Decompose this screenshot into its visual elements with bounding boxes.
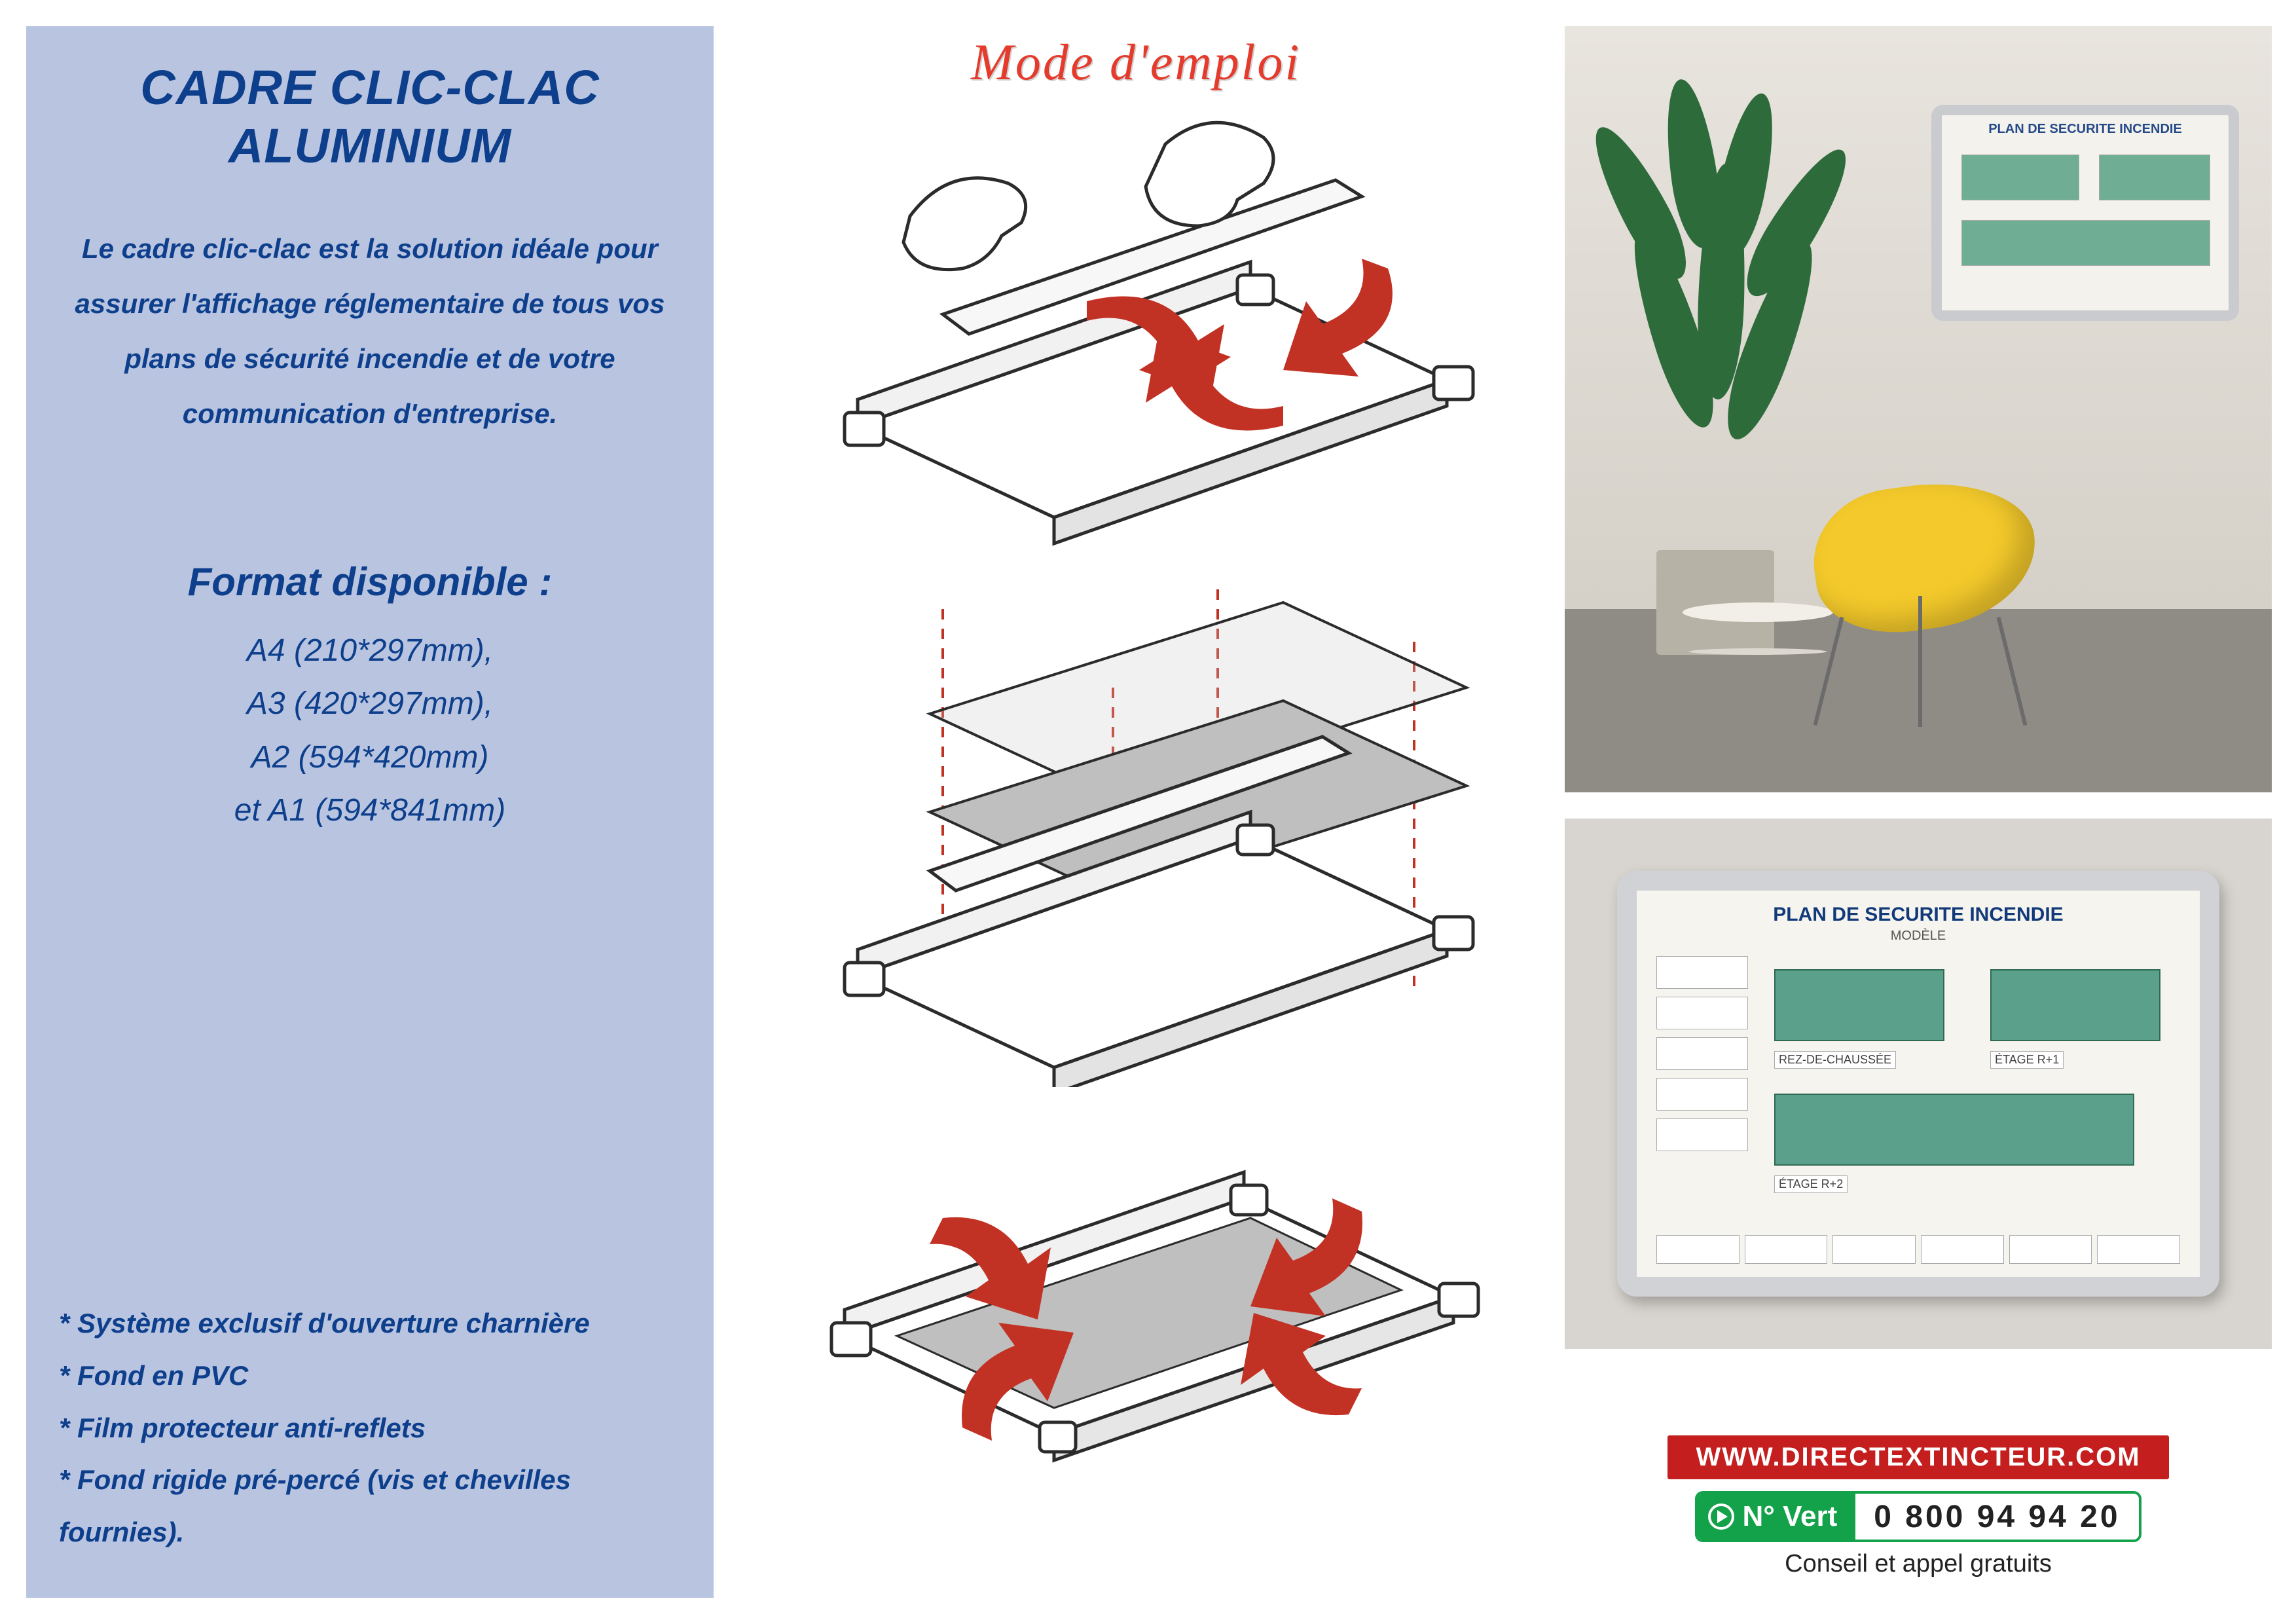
format-a3: A3 (420*297mm), — [59, 677, 681, 731]
feature-4: * Fond rigide pré-percé (vis et cheville… — [59, 1454, 687, 1559]
toll-free-label: N° Vert — [1742, 1500, 1837, 1533]
feature-2: * Fond en PVC — [59, 1350, 687, 1402]
center-column: Mode d'emploi — [746, 26, 1525, 1598]
formats-heading: Format disponible : — [59, 559, 681, 604]
contact-block: WWW.DIRECTEXTINCTEUR.COM N° Vert 0 800 9… — [1565, 1435, 2272, 1578]
legend-item — [1656, 1037, 1748, 1070]
plan-frame: PLAN DE SECURITE INCENDIE MODÈLE REZ-DE-… — [1617, 871, 2219, 1297]
legend-cell — [1921, 1235, 2004, 1264]
mini-plan-block — [1961, 220, 2210, 266]
diagram-step-2 — [746, 589, 1525, 1087]
mini-plan-block — [2099, 155, 2210, 200]
product-closeup-photo: PLAN DE SECURITE INCENDIE MODÈLE REZ-DE-… — [1565, 819, 2272, 1349]
plan-bottom-strip — [1656, 1235, 2180, 1264]
intro-text: Le cadre clic-clac est la solution idéal… — [59, 221, 681, 441]
legend-cell — [2097, 1235, 2180, 1264]
legend-cell — [2009, 1235, 2092, 1264]
play-icon — [1708, 1504, 1734, 1530]
ambiance-photo: PLAN DE SECURITE INCENDIE — [1565, 26, 2272, 792]
diagram-step-1 — [746, 118, 1525, 589]
legend-item — [1656, 1118, 1748, 1151]
plan-label-2: ÉTAGE R+2 — [1774, 1175, 1848, 1193]
right-column: PLAN DE SECURITE INCENDIE PLAN DE SECURI… — [1565, 26, 2272, 1598]
title-line-1: CADRE CLIC-CLAC — [140, 60, 600, 115]
legend-cell — [1656, 1235, 1740, 1264]
title-line-2: ALUMINIUM — [228, 119, 511, 173]
plan-block — [1990, 969, 2160, 1041]
instructions-heading: Mode d'emploi — [746, 33, 1525, 92]
plan-block — [1774, 1094, 2134, 1166]
toll-free-label-box: N° Vert — [1698, 1494, 1855, 1540]
feature-1: * Système exclusif d'ouverture charnière — [59, 1297, 687, 1350]
plan-label-0: REZ-DE-CHAUSSÉE — [1774, 1051, 1896, 1069]
website-bar: WWW.DIRECTEXTINCTEUR.COM — [1667, 1435, 2168, 1479]
legend-item — [1656, 997, 1748, 1029]
call-note: Conseil et appel gratuits — [1565, 1550, 2272, 1578]
plan-legend — [1656, 956, 1748, 1151]
legend-cell — [1745, 1235, 1828, 1264]
mini-plan-block — [1961, 155, 2079, 200]
legend-item — [1656, 1078, 1748, 1111]
wall-mounted-frame: PLAN DE SECURITE INCENDIE — [1931, 105, 2239, 321]
format-a4: A4 (210*297mm), — [59, 624, 681, 678]
phone-number: 0 800 94 94 20 — [1855, 1494, 2138, 1540]
features-list: * Système exclusif d'ouverture charnière… — [59, 1297, 687, 1559]
format-a1: et A1 (594*841mm) — [59, 784, 681, 838]
plan-block — [1774, 969, 1944, 1041]
yellow-chair — [1787, 458, 2062, 668]
plan-label-1: ÉTAGE R+1 — [1990, 1051, 2064, 1069]
mini-plan-title: PLAN DE SECURITE INCENDIE — [1942, 122, 2229, 137]
toll-free-bar: N° Vert 0 800 94 94 20 — [1695, 1491, 2141, 1542]
diagram-step-3 — [746, 1087, 1525, 1493]
plan-title: PLAN DE SECURITE INCENDIE — [1637, 904, 2200, 926]
left-panel: CADRE CLIC-CLAC ALUMINIUM Le cadre clic-… — [26, 26, 714, 1598]
chair-leg — [1918, 596, 1922, 727]
legend-item — [1656, 956, 1748, 989]
plan-subtitle: MODÈLE — [1637, 929, 2200, 944]
feature-3: * Film protecteur anti-reflets — [59, 1402, 687, 1454]
product-title: CADRE CLIC-CLAC ALUMINIUM — [59, 59, 681, 175]
legend-cell — [1832, 1235, 1916, 1264]
format-a2: A2 (594*420mm) — [59, 731, 681, 784]
